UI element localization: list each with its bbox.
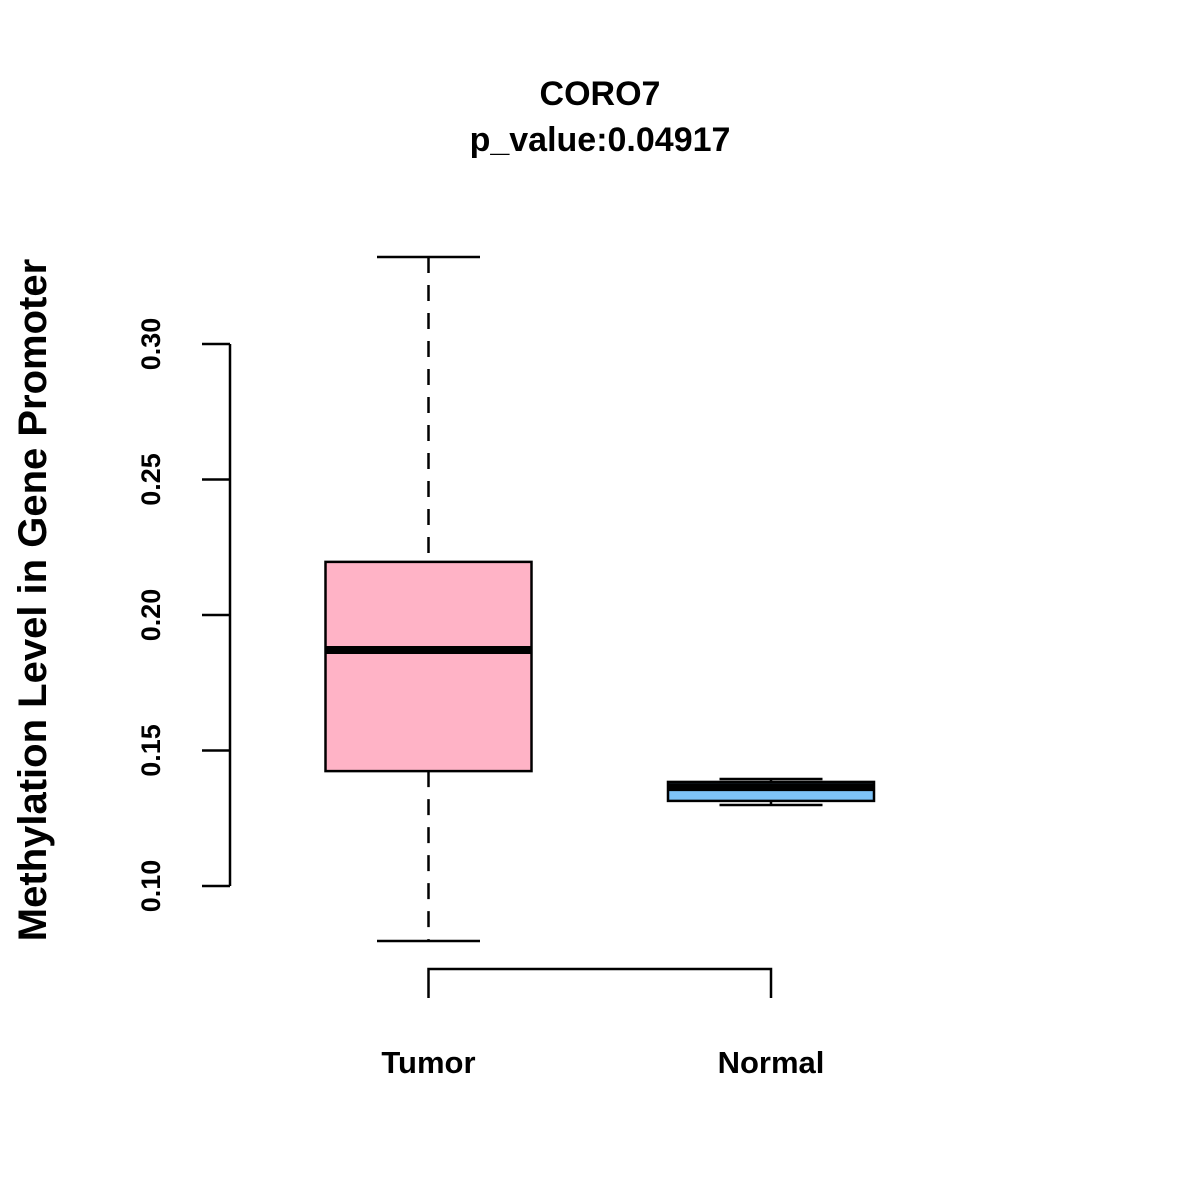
y-tick-label: 0.30 [136,318,166,371]
box-iqr [324,560,533,773]
x-axis-line [427,967,773,998]
boxes [324,255,876,943]
y-axis-label: Methylation Level in Gene Promoter [11,259,55,941]
y-tick-label: 0.20 [136,589,166,642]
y-tick-label: 0.15 [136,724,166,777]
x-tick-label: Tumor [381,1045,475,1080]
x-axis: Tumor Normal [381,967,825,1080]
chart-title: CORO7 [540,75,661,113]
box-tumor [324,255,533,943]
box-normal [666,777,876,807]
x-tick-label: Normal [718,1045,825,1080]
y-axis: 0.10 0.15 0.20 0.25 0.30 [136,318,232,913]
y-tick-label: 0.10 [136,860,166,913]
y-tick-label: 0.25 [136,453,166,506]
chart-subtitle: p_value:0.04917 [470,121,731,159]
